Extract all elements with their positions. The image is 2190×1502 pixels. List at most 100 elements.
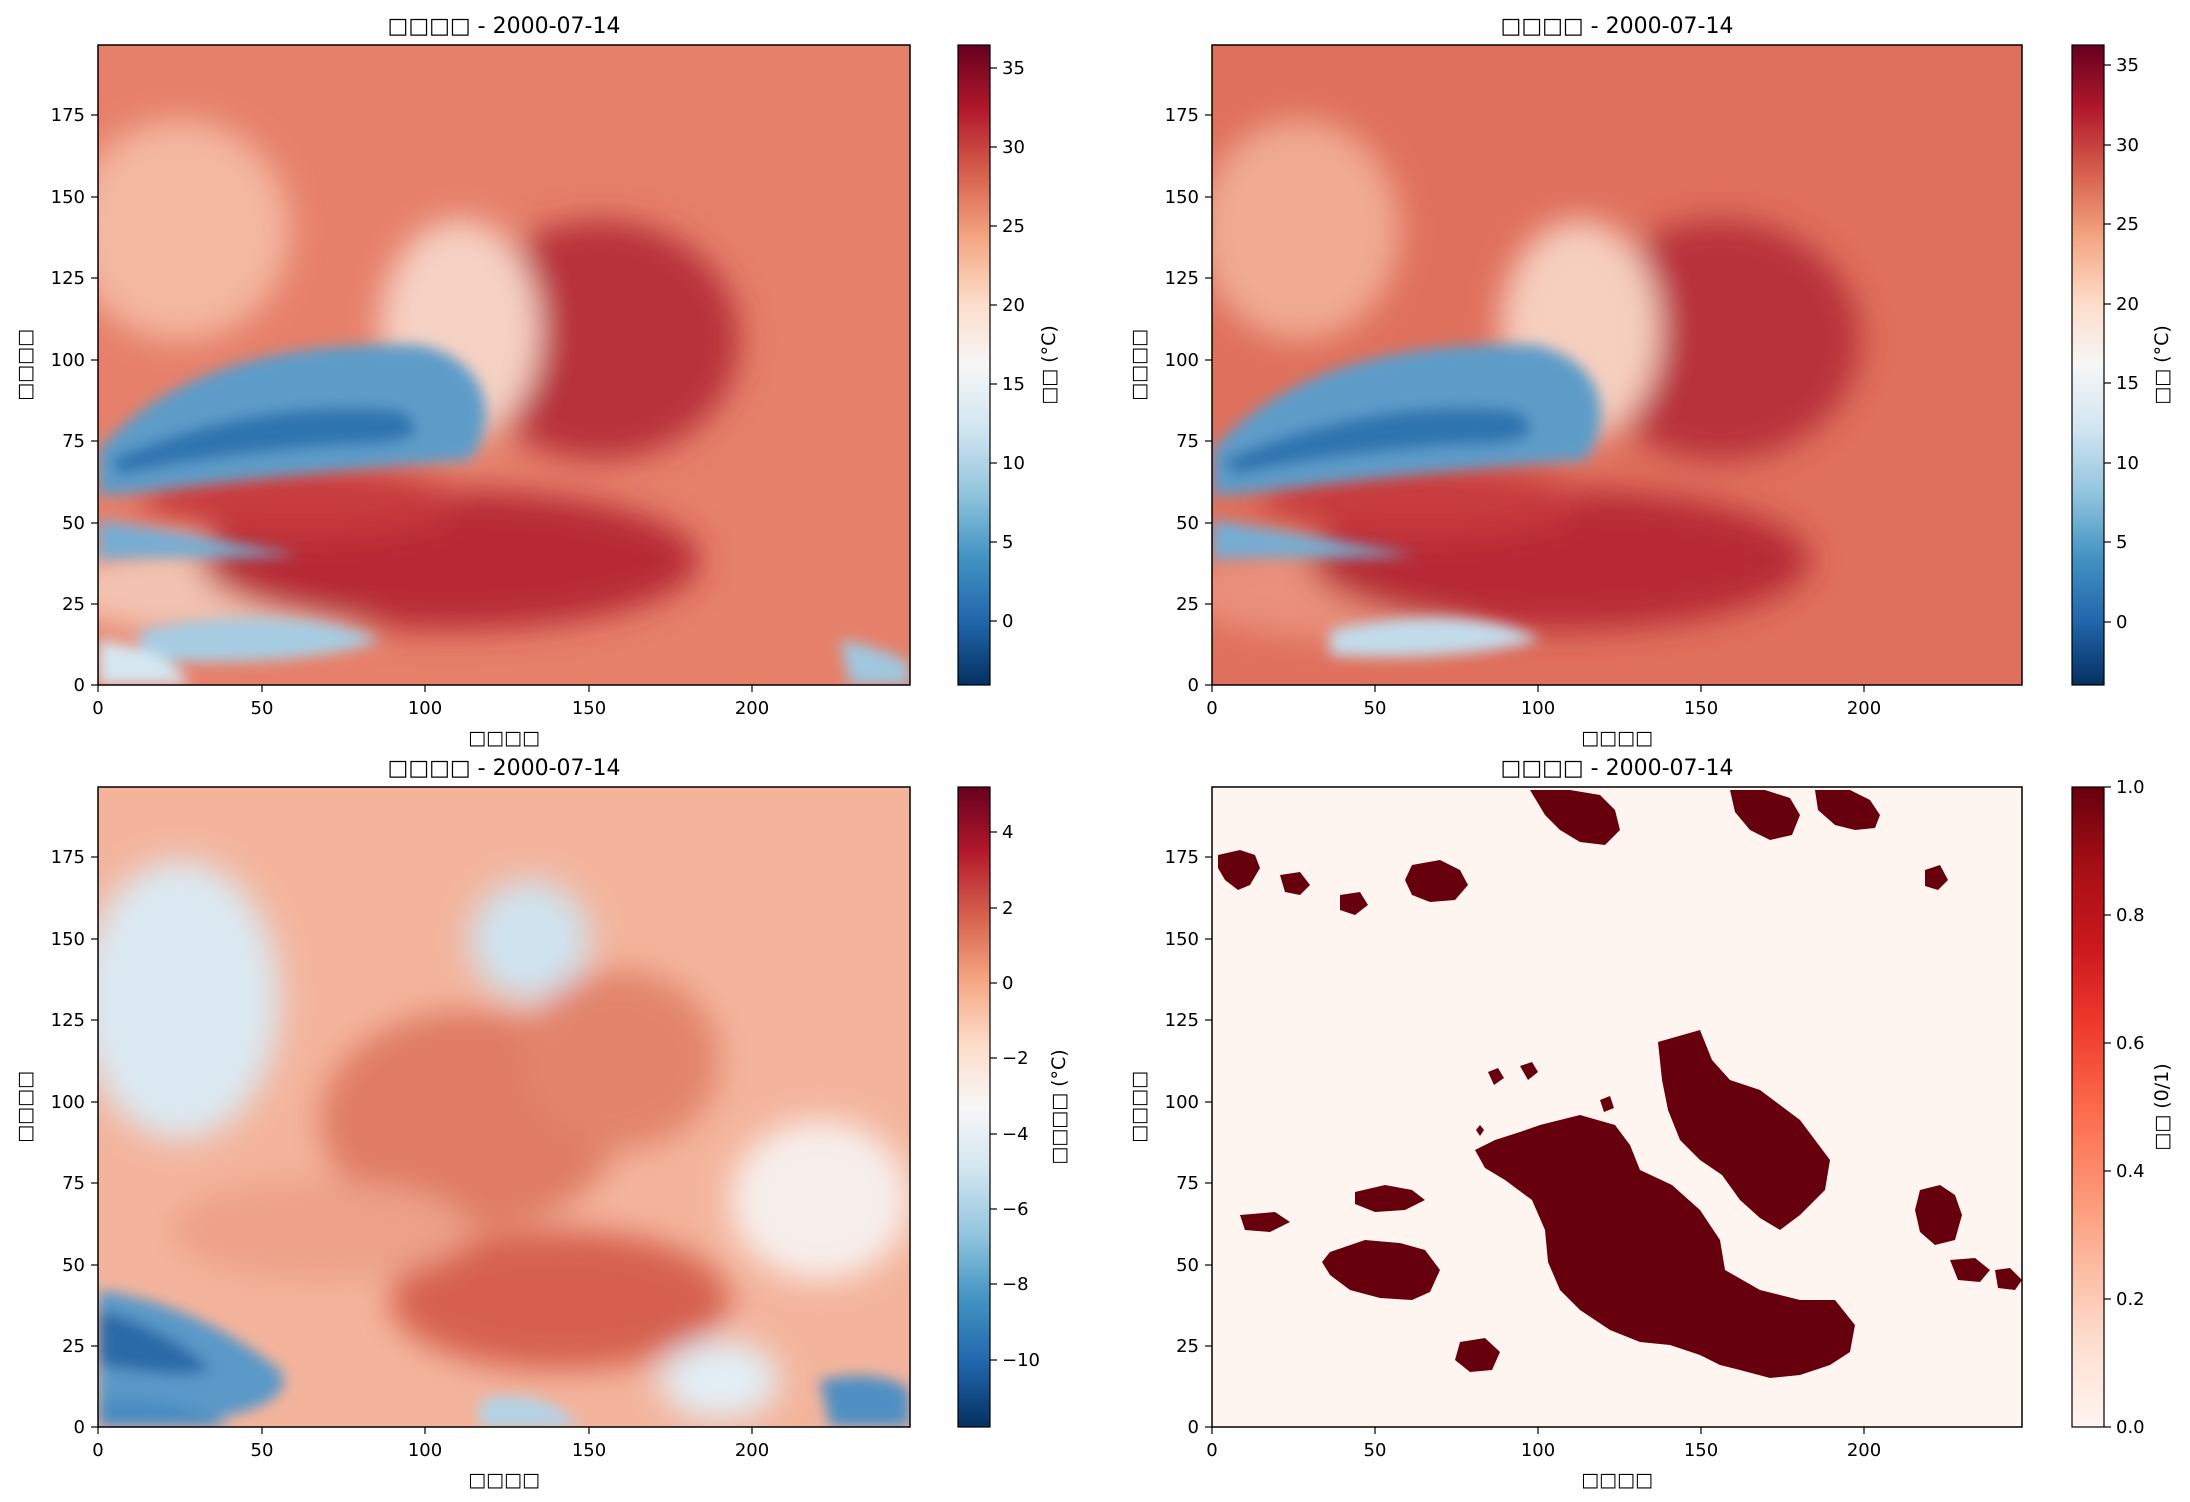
panel-3-cbar-label: □□□□ (°C) — [1048, 1049, 1070, 1164]
panel-3-title: □□□□ - 2000-07-14 — [388, 756, 621, 781]
panel-4-ytick-label: 100 — [1165, 1092, 1199, 1113]
panel-3-ytick-label: 125 — [51, 1010, 85, 1031]
panel-1-cbar-tick: 10 — [1002, 453, 1025, 474]
panel-3-cbar-tick: 0 — [1002, 973, 1013, 994]
panel-1-ytick-label: 25 — [62, 594, 85, 615]
panel-4-ytick-label: 25 — [1176, 1336, 1199, 1357]
panel-3-ytick-label: 175 — [51, 847, 85, 868]
panel-4-xtick-label: 0 — [1206, 1440, 1217, 1461]
panel-3-ytick-label: 100 — [51, 1092, 85, 1113]
panel-2-xlabel: □□□□ — [1581, 727, 1653, 749]
panel-2-xtick-label: 0 — [1206, 698, 1217, 719]
panel-1-ytick-label: 50 — [62, 513, 85, 534]
panel-2-xticks: 0 50 100 150 200 — [1206, 685, 1881, 719]
panel-3-xticks: 0 50 100 150 200 — [92, 1427, 769, 1461]
panel-1-ytick-label: 0 — [74, 675, 85, 696]
panel-2-frame — [1211, 44, 2023, 686]
panel-1-ytick-label: 125 — [51, 268, 85, 289]
panel-3-xtick-label: 0 — [92, 1440, 103, 1461]
panel-1-xtick-label: 0 — [92, 698, 103, 719]
panel-1-ytick-label: 175 — [51, 105, 85, 126]
panel-2-ytick-label: 100 — [1165, 350, 1199, 371]
panel-1-xticks: 0 50 100 150 200 — [92, 685, 769, 719]
panel-4-xlabel: □□□□ — [1581, 1469, 1653, 1491]
panel-4: □□□□ - 2000-07-14 — [1128, 756, 2173, 1491]
panel-2-yticks: 0 25 50 75 100 125 150 175 — [1165, 105, 1212, 696]
panel-3-colorbar: −10 −8 −6 −4 −2 0 2 4 □□□□ (°C) — [957, 786, 1070, 1428]
panel-4-xtick-label: 150 — [1684, 1440, 1718, 1461]
panel-4-cbar-tick: 0.0 — [2116, 1417, 2145, 1438]
panel-1-cbar-label: □□ (°C) — [1038, 325, 1060, 405]
panel-2-cbar-tick: 30 — [2116, 135, 2139, 156]
panel-3: □□□□ - 2000-07-14 — [14, 756, 1070, 1491]
panel-2-ytick-label: 75 — [1176, 431, 1199, 452]
panel-3-cbar-tick: −8 — [1002, 1274, 1029, 1295]
panel-3-cbar-tick: 4 — [1002, 822, 1013, 843]
panel-2-cbar-tick: 5 — [2116, 532, 2127, 553]
panel-1-cbar-tick: 15 — [1002, 374, 1025, 395]
panel-3-ytick-label: 25 — [62, 1336, 85, 1357]
panel-1-cbar-tick: 35 — [1002, 58, 1025, 79]
panel-3-ylabel: □□□□ — [14, 1071, 36, 1143]
panel-3-xtick-label: 150 — [572, 1440, 606, 1461]
panel-3-xtick-label: 100 — [408, 1440, 442, 1461]
panel-2-xtick-label: 150 — [1684, 698, 1718, 719]
panel-1-xtick-label: 150 — [572, 698, 606, 719]
panel-3-cbar-tick: 2 — [1002, 898, 1013, 919]
panel-1-heatmap — [98, 45, 910, 685]
panel-2-colorbar: 0 5 10 15 20 25 30 35 □□ (°C) — [2071, 44, 2173, 686]
panel-4-ytick-label: 50 — [1176, 1255, 1199, 1276]
panel-4-yticks: 0 25 50 75 100 125 150 175 — [1165, 847, 1212, 1438]
panel-1-cbar-tick: 25 — [1002, 216, 1025, 237]
panel-2-heatmap — [1212, 45, 2022, 685]
panel-4-colorbar: 0.0 0.2 0.4 0.6 0.8 1.0 □□ (0/1) — [2071, 777, 2173, 1438]
panel-1: □□□□ - 2000-07-14 — [14, 14, 1060, 749]
panel-4-xtick-label: 200 — [1847, 1440, 1881, 1461]
panel-1-xtick-label: 100 — [408, 698, 442, 719]
panel-2-ytick-label: 150 — [1165, 187, 1199, 208]
panel-2-ytick-label: 0 — [1188, 675, 1199, 696]
panel-1-xlabel: □□□□ — [468, 727, 540, 749]
panel-4-ytick-label: 175 — [1165, 847, 1199, 868]
panel-2-cbar-tick: 10 — [2116, 453, 2139, 474]
panel-3-ytick-label: 0 — [74, 1417, 85, 1438]
panel-2-title: □□□□ - 2000-07-14 — [1501, 14, 1734, 39]
panel-2-ytick-label: 125 — [1165, 268, 1199, 289]
panel-1-colorbar: 0 5 10 15 20 25 30 35 □□ (°C) — [957, 44, 1060, 686]
panel-2-cbar-tick: 35 — [2116, 55, 2139, 76]
panel-4-xtick-label: 50 — [1364, 1440, 1387, 1461]
panel-3-cbar-tick: −10 — [1002, 1350, 1040, 1371]
panel-1-xtick-label: 50 — [251, 698, 274, 719]
panel-2-xtick-label: 200 — [1847, 698, 1881, 719]
panel-4-heatmap — [1212, 787, 2022, 1427]
panel-1-frame — [97, 44, 911, 686]
panel-3-cbar-tick: −6 — [1002, 1199, 1029, 1220]
panel-2-cbar-tick: 25 — [2116, 214, 2139, 235]
panel-2-cbar-tick: 20 — [2116, 294, 2139, 315]
panel-3-xtick-label: 200 — [735, 1440, 769, 1461]
panel-2-xtick-label: 100 — [1521, 698, 1555, 719]
panel-4-ytick-label: 75 — [1176, 1173, 1199, 1194]
panel-4-cbar-tick: 0.8 — [2116, 905, 2145, 926]
panel-3-heatmap — [98, 787, 910, 1427]
panel-4-title: □□□□ - 2000-07-14 — [1501, 756, 1734, 781]
panel-3-cbar-tick: −4 — [1002, 1124, 1029, 1145]
panel-2-ytick-label: 50 — [1176, 513, 1199, 534]
panel-4-xticks: 0 50 100 150 200 — [1206, 1427, 1881, 1461]
panel-1-yticks: 0 25 50 75 100 125 150 175 — [51, 105, 98, 696]
panel-3-ytick-label: 150 — [51, 929, 85, 950]
panel-1-cbar-tick: 5 — [1002, 532, 1013, 553]
panel-3-frame — [97, 786, 911, 1428]
panel-2-ytick-label: 25 — [1176, 594, 1199, 615]
panel-3-xlabel: □□□□ — [468, 1469, 540, 1491]
panel-4-cbar-tick: 0.6 — [2116, 1033, 2145, 1054]
panel-2-ylabel: □□□□ — [1128, 329, 1150, 401]
panel-4-ytick-label: 150 — [1165, 929, 1199, 950]
panel-4-frame — [1211, 786, 2023, 1428]
panel-2-cbar-label: □□ (°C) — [2151, 325, 2173, 405]
panel-4-ytick-label: 125 — [1165, 1010, 1199, 1031]
panel-3-ytick-label: 75 — [62, 1173, 85, 1194]
panel-4-cbar-label: □□ (0/1) — [2151, 1063, 2173, 1150]
panel-4-xtick-label: 100 — [1521, 1440, 1555, 1461]
